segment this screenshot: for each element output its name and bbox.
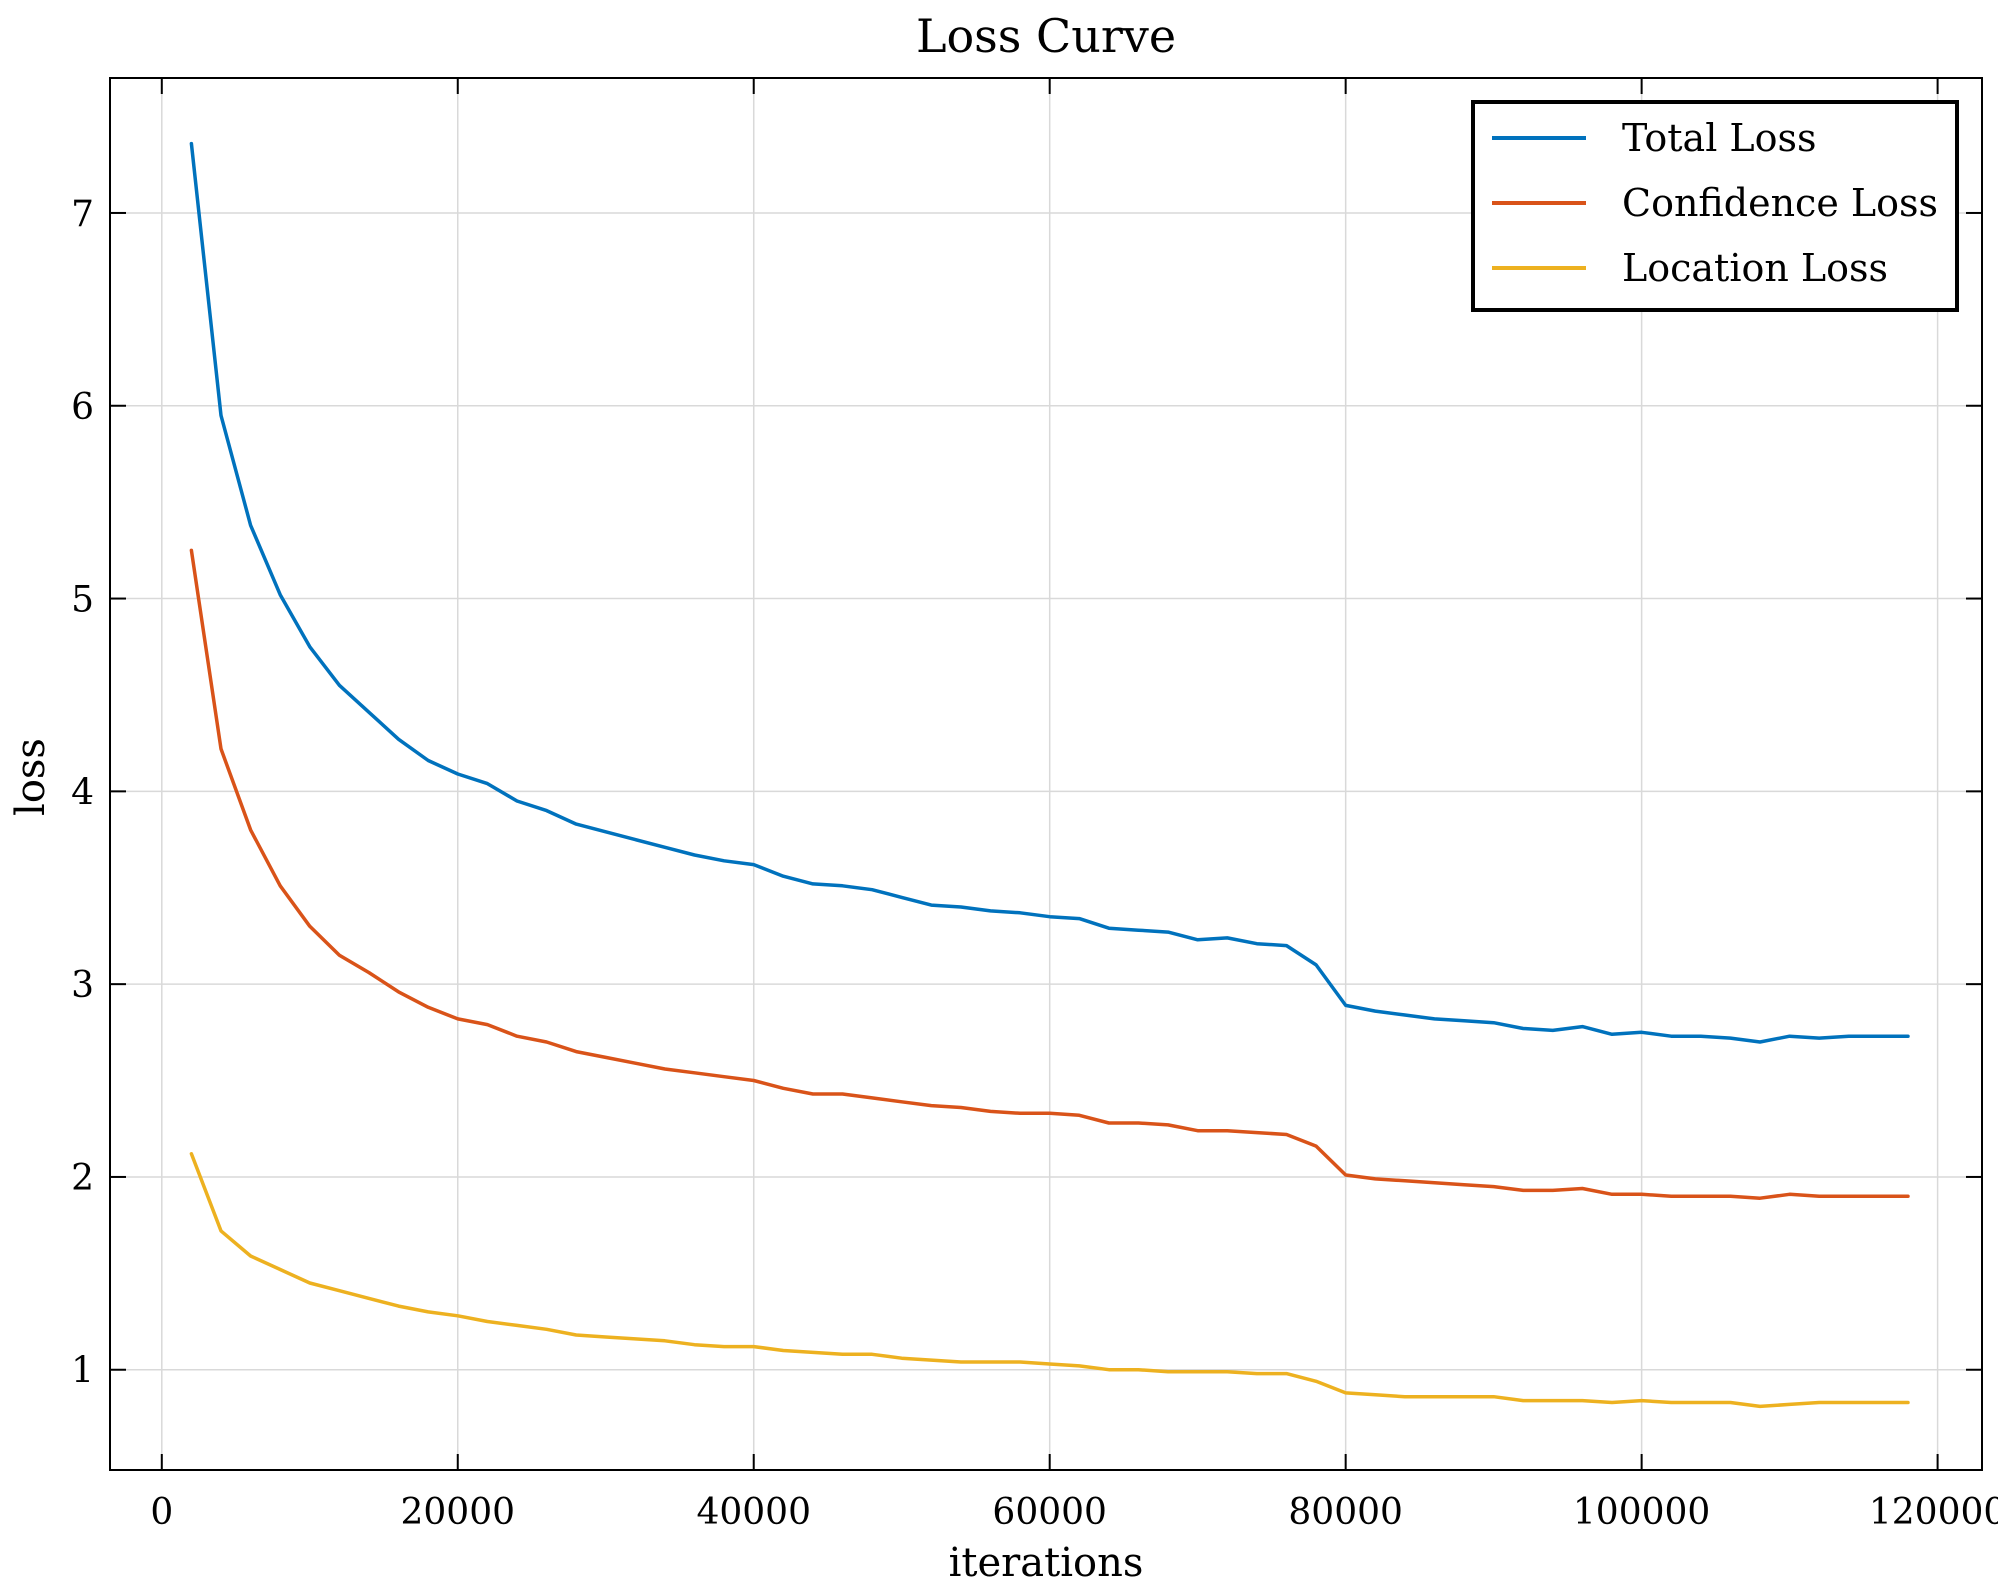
x-tick-label: 100000 <box>1573 1492 1710 1533</box>
y-tick-label: 2 <box>71 1158 94 1199</box>
series-layer <box>189 141 1910 1409</box>
x-tick-label: 120000 <box>1869 1492 1998 1533</box>
y-tick-label: 6 <box>71 387 94 428</box>
y-tick-label: 7 <box>71 194 94 235</box>
x-tick-label: 40000 <box>696 1492 811 1533</box>
chart-title: Loss Curve <box>916 9 1176 63</box>
plot-frame <box>109 77 1983 1471</box>
y-tick-label: 4 <box>71 772 94 813</box>
tick-labels: 0 20000 40000 60000 80000 100000 120000 1 2 3 4 5 6 7 <box>71 194 1998 1533</box>
y-axis-label: loss <box>8 738 54 816</box>
y-tick-label: 5 <box>71 580 94 621</box>
x-tick-label: 0 <box>150 1492 173 1533</box>
legend-label-location-loss: Location Loss <box>1622 246 1888 290</box>
y-tick-label: 3 <box>71 965 94 1006</box>
series-line-location-loss <box>189 1152 1910 1409</box>
x-tick-label: 80000 <box>1288 1492 1403 1533</box>
y-tick-label: 1 <box>71 1351 94 1392</box>
grid-lines <box>110 78 1982 1470</box>
x-tick-label: 20000 <box>400 1492 515 1533</box>
legend: Total Loss Confidence Loss Location Loss <box>1471 100 1959 312</box>
x-axis-label: iterations <box>949 1540 1144 1586</box>
series-line-total-loss <box>189 141 1910 1044</box>
axis-ticks <box>110 78 1982 1470</box>
x-tick-label: 60000 <box>992 1492 1107 1533</box>
legend-label-confidence-loss: Confidence Loss <box>1622 181 1938 225</box>
legend-label-total-loss: Total Loss <box>1622 116 1817 160</box>
series-line-confidence-loss <box>189 548 1910 1200</box>
